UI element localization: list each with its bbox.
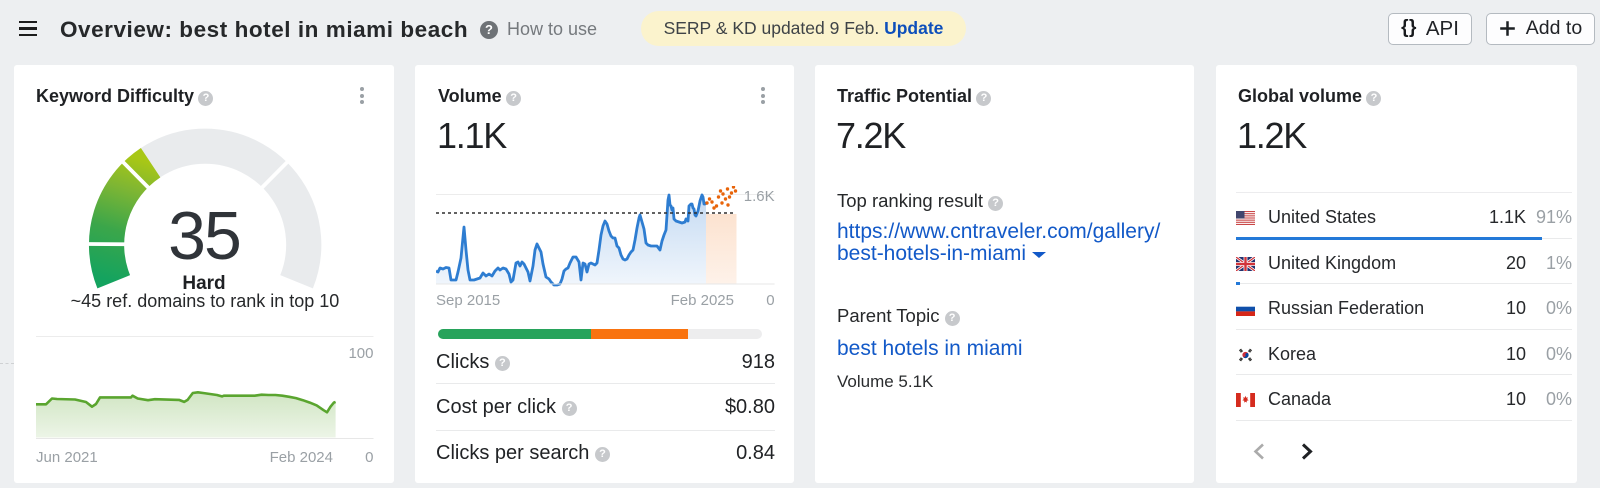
svg-text:0: 0 bbox=[365, 449, 373, 466]
svg-text:Feb 2025: Feb 2025 bbox=[671, 292, 734, 309]
svg-text:Jun 2021: Jun 2021 bbox=[36, 449, 98, 466]
svg-text:Sep 2015: Sep 2015 bbox=[436, 292, 500, 309]
svg-text:100: 100 bbox=[348, 345, 373, 362]
svg-text:1.6K: 1.6K bbox=[744, 188, 775, 205]
svg-text:Feb 2024: Feb 2024 bbox=[270, 449, 333, 466]
svg-text:0: 0 bbox=[766, 292, 774, 309]
